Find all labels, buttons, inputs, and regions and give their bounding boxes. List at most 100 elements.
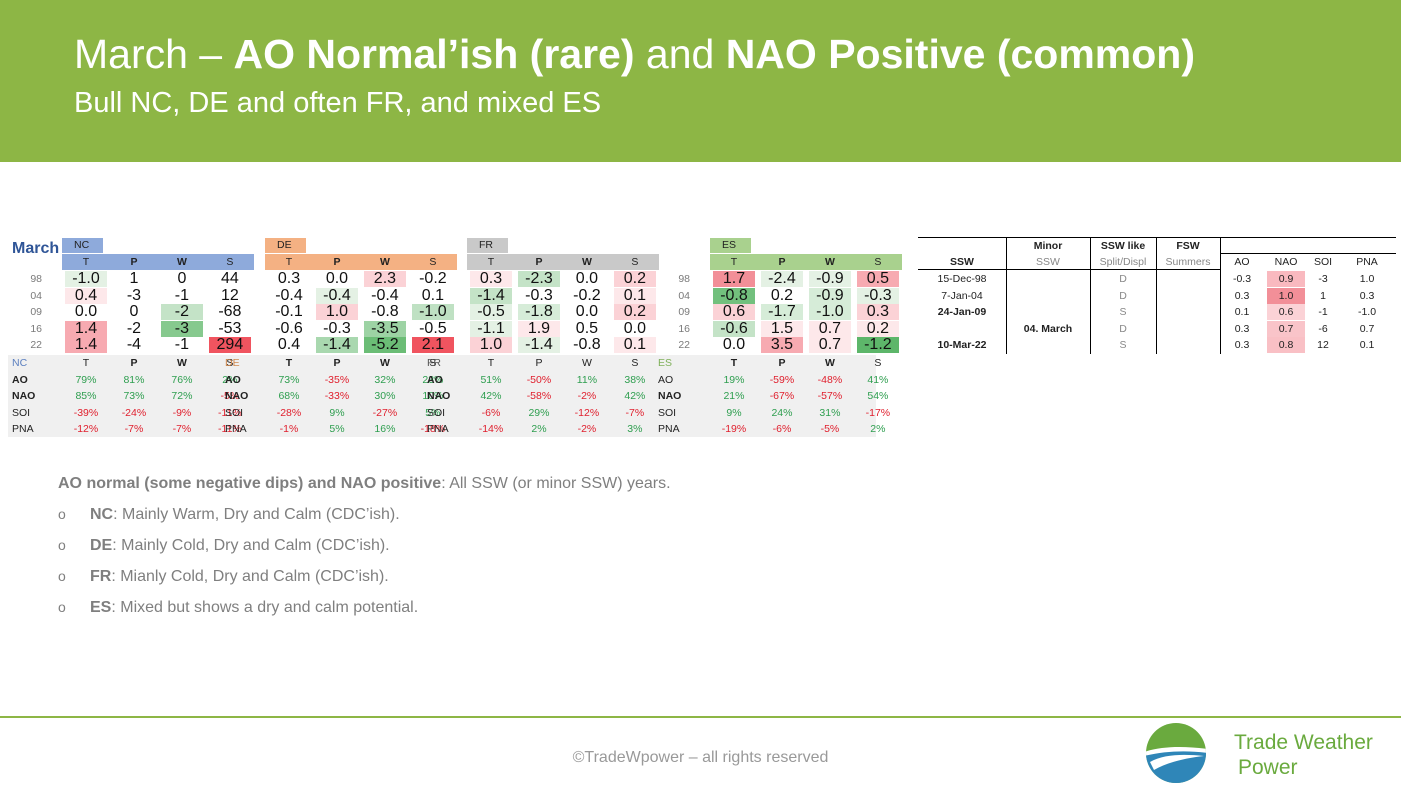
value-nc-98-w: 0 bbox=[160, 271, 203, 287]
ssw-cell-3-minor: 04. March bbox=[1023, 322, 1073, 335]
value-nc-04-s: 12 bbox=[208, 287, 251, 304]
value-fr-04-s: 0.1 bbox=[613, 287, 656, 304]
corr-value-nc-ao-w: 76% bbox=[171, 373, 193, 386]
value-es-04-w: -0.9 bbox=[808, 287, 851, 304]
corr-col-nc-p: P bbox=[130, 357, 138, 369]
corr-value-fr-pna-t: -14% bbox=[478, 423, 504, 435]
value-fr-04-t: -1.4 bbox=[470, 287, 512, 304]
corr-value-de-pna-s: -18% bbox=[420, 423, 446, 435]
value-fr-16-w: 0.5 bbox=[565, 320, 608, 337]
value-de-98-t: 0.3 bbox=[268, 271, 310, 287]
ssw-cell-0-soi: -3 bbox=[1318, 273, 1328, 285]
corr-value-nc-nao-p: 73% bbox=[123, 390, 145, 402]
corr-col-de-t: T bbox=[285, 357, 293, 369]
copyright-text: ©TradeWpower – all rights reserved bbox=[572, 749, 829, 766]
col-header-nc-t: T bbox=[62, 254, 110, 270]
corr-value-de-nao-t: 68% bbox=[278, 390, 300, 402]
note-item-text: : Mainly Warm, Dry and Calm (CDC’ish). bbox=[113, 506, 400, 523]
brand-line1: Trade Weather bbox=[1234, 731, 1373, 754]
corr-col-fr-w: W bbox=[581, 357, 592, 369]
value-fr-22-p: -1.4 bbox=[517, 337, 560, 353]
col-header-de-t: T bbox=[265, 254, 313, 270]
corr-value-de-soi-t: -28% bbox=[276, 406, 302, 419]
ssw-cell-4-soi: 12 bbox=[1317, 339, 1329, 351]
value-de-98-w: 2.3 bbox=[363, 271, 406, 287]
corr-label-fr-pna: PNA bbox=[427, 423, 449, 435]
value-de-16-p: -0.3 bbox=[315, 320, 358, 337]
corr-value-de-pna-p: 5% bbox=[329, 423, 345, 435]
corr-value-fr-pna-s: 3% bbox=[627, 423, 643, 435]
corr-col-de-s: S bbox=[429, 357, 437, 369]
note-item-label: FR bbox=[90, 568, 112, 585]
ssw-cell-3-pna: 0.7 bbox=[1359, 322, 1375, 335]
corr-label-de-soi: SOI bbox=[225, 406, 244, 419]
ssw-cell-4-ssw: 10-Mar-22 bbox=[937, 339, 987, 351]
col-header-fr-w: W bbox=[562, 254, 611, 270]
corr-col-fr-t: T bbox=[487, 357, 495, 369]
corr-value-es-soi-p: 24% bbox=[771, 406, 793, 419]
note-item-text: : Mianly Cold, Dry and Calm (CDC’ish). bbox=[111, 568, 389, 585]
region-header-nc: NC bbox=[62, 238, 103, 253]
ssw-head2-1: SSW bbox=[1036, 256, 1060, 268]
trade-weather-power-logo-icon bbox=[1146, 723, 1206, 783]
value-es-16-s: 0.2 bbox=[856, 320, 899, 337]
ssw-top-border bbox=[918, 237, 1396, 238]
title-bold2: NAO Positive (common) bbox=[725, 31, 1195, 77]
page-title: March – AO Normal’ish (rare) and NAO Pos… bbox=[74, 30, 1195, 78]
year-label-16: 16 bbox=[30, 322, 42, 335]
col-header-es-t: T bbox=[710, 254, 758, 270]
ssw-cell-0-fsw bbox=[1156, 271, 1220, 287]
ssw-cell-2-soi: -1 bbox=[1318, 306, 1328, 318]
bullet-icon: o bbox=[58, 568, 66, 584]
year-label-16: 16 bbox=[678, 322, 690, 335]
month-label: March bbox=[12, 241, 60, 257]
ssw-cell-0-nao: 0.9 bbox=[1267, 271, 1305, 287]
corr-value-es-soi-s: -17% bbox=[865, 406, 891, 419]
value-nc-09-w: -2 bbox=[160, 304, 203, 320]
corr-value-fr-nao-w: -2% bbox=[577, 390, 597, 402]
corr-label-nc-pna: PNA bbox=[12, 423, 34, 435]
value-nc-98-t: -1.0 bbox=[65, 271, 107, 287]
col-header-fr-p: P bbox=[514, 254, 563, 270]
value-de-22-p: -1.4 bbox=[315, 337, 358, 353]
notes-intro: AO normal (some negative dips) and NAO p… bbox=[58, 475, 671, 493]
value-nc-22-t: 1.4 bbox=[65, 337, 107, 353]
corr-value-fr-nao-p: -58% bbox=[526, 390, 552, 402]
corr-value-fr-pna-w: -2% bbox=[577, 423, 597, 435]
col-header-nc-w: W bbox=[157, 254, 206, 270]
corr-value-nc-pna-p: -7% bbox=[124, 423, 144, 435]
value-de-04-p: -0.4 bbox=[315, 287, 358, 304]
corr-label-es-nao: NAO bbox=[658, 390, 682, 402]
ssw-cell-3-ssw bbox=[918, 321, 1006, 337]
value-fr-22-s: 0.1 bbox=[613, 337, 656, 353]
ssw-head2-4: AO bbox=[1234, 256, 1250, 268]
corr-value-es-ao-s: 41% bbox=[867, 373, 889, 386]
value-es-98-p: -2.4 bbox=[760, 271, 803, 287]
ssw-cell-2-ao: 0.1 bbox=[1234, 306, 1250, 318]
note-item-label: NC bbox=[90, 506, 114, 523]
corr-col-nc-t: T bbox=[82, 357, 90, 369]
ssw-cell-1-minor bbox=[1006, 288, 1090, 304]
corr-label-es-pna: PNA bbox=[658, 423, 680, 435]
value-fr-98-s: 0.2 bbox=[613, 271, 656, 287]
corr-label-es-soi: SOI bbox=[658, 406, 677, 419]
note-item-text: : Mainly Cold, Dry and Calm (CDC’ish). bbox=[112, 537, 390, 554]
corr-value-fr-ao-s: 38% bbox=[624, 373, 646, 386]
ssw-cell-3-soi: -6 bbox=[1318, 322, 1328, 335]
corr-col-es-w: W bbox=[824, 357, 835, 369]
ssw-table: Minor SSW like FSW SSW SSW Split/Displ Summers… bbox=[918, 237, 1396, 354]
ssw-cell-4-nao: 0.8 bbox=[1267, 337, 1305, 353]
corr-value-es-nao-w: -57% bbox=[817, 390, 843, 402]
corr-label-fr-nao: NAO bbox=[427, 390, 451, 402]
value-de-16-w: -3.5 bbox=[363, 320, 406, 337]
ssw-head2-3: Summers bbox=[1165, 256, 1211, 268]
ssw-header-border bbox=[918, 269, 1220, 270]
value-de-04-w: -0.4 bbox=[363, 287, 406, 304]
value-fr-22-t: 1.0 bbox=[470, 337, 512, 353]
value-es-09-w: -1.0 bbox=[808, 304, 851, 320]
corr-value-es-nao-s: 54% bbox=[867, 390, 889, 402]
corr-col-es-s: S bbox=[874, 357, 882, 369]
corr-region-es: ES bbox=[658, 357, 673, 369]
corr-value-es-pna-p: -6% bbox=[772, 423, 792, 435]
ssw-cell-2-nao: 0.6 bbox=[1267, 304, 1305, 320]
